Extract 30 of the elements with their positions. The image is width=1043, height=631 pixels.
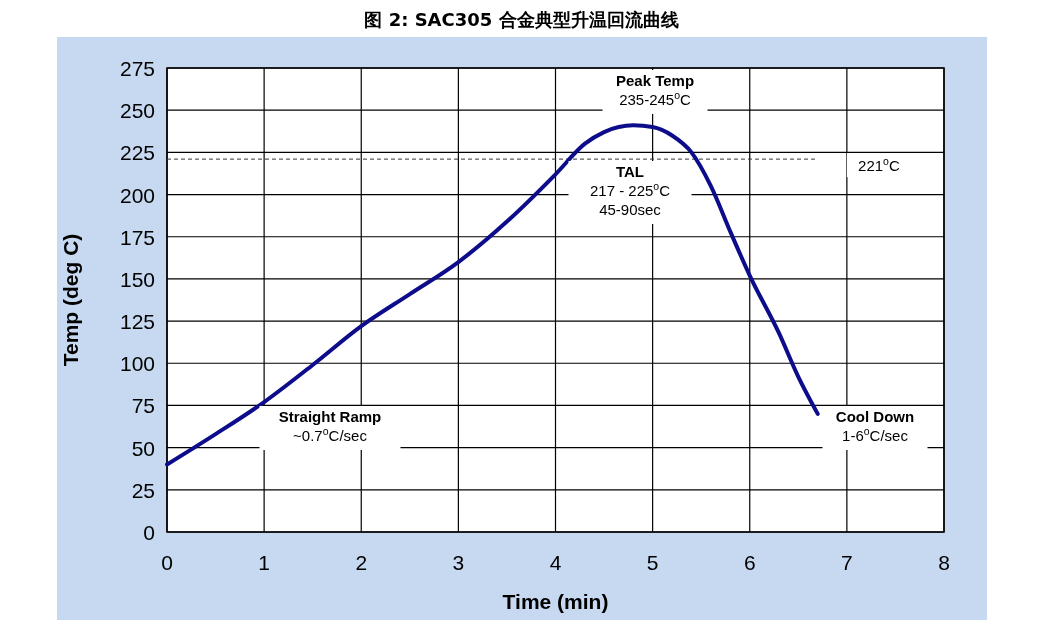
- y-axis-title: Temp (deg C): [59, 233, 82, 367]
- x-tick-label: 2: [355, 551, 368, 574]
- x-tick-label: 7: [841, 551, 853, 574]
- x-tick-label: 3: [452, 551, 465, 574]
- y-tick-label: 75: [131, 394, 155, 418]
- ref-line-label: 221$^{o}$C: [858, 155, 900, 175]
- y-tick-label: 0: [143, 521, 155, 544]
- x-tick-label: 0: [161, 551, 173, 574]
- x-tick-label: 5: [646, 551, 659, 574]
- y-tick-label: 225: [119, 141, 155, 165]
- y-tick-label: 200: [119, 183, 155, 207]
- y-tick-label: 275: [119, 57, 155, 80]
- annotation: Peak Temp 235-245$^{o}$C: [615, 72, 695, 108]
- x-tick-label: 4: [549, 551, 562, 574]
- annotation: Straight Ramp ~0.7$^{o}$C/sec: [278, 408, 382, 444]
- annotation: TAL 217 - 225$^{o}$C 45-90sec: [589, 163, 671, 218]
- y-tick-label: 250: [119, 99, 155, 123]
- y-tick-label: 150: [119, 267, 155, 291]
- y-tick-label: 125: [119, 310, 155, 334]
- y-tick-label: 50: [131, 436, 155, 460]
- x-tick-label: 1: [258, 551, 270, 574]
- annotation: Cool Down 1-6$^{o}$C/sec: [835, 408, 915, 444]
- line-series: [165, 123, 820, 467]
- y-tick-label: 175: [119, 225, 155, 249]
- y-tick-label: 100: [119, 352, 155, 376]
- x-tick-label: 6: [743, 551, 756, 574]
- x-tick-label: 8: [938, 551, 950, 574]
- chart-title: 图 2: SAC305 合金典型升温回流曲线: [364, 9, 679, 30]
- x-axis-title: Time (min): [502, 590, 609, 613]
- y-tick-label: 25: [131, 478, 155, 502]
